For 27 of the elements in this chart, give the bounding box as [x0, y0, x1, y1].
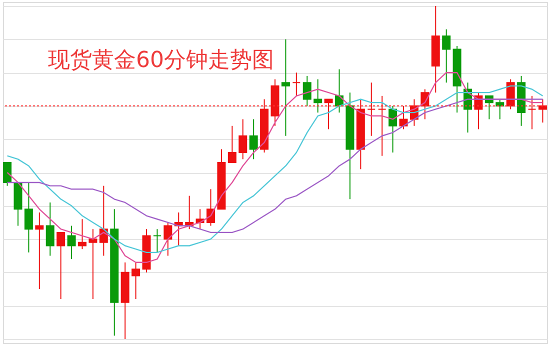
- candlestick: [378, 95, 386, 156]
- candlestick: [249, 118, 258, 160]
- candlestick: [314, 78, 322, 114]
- candlestick: [152, 228, 162, 253]
- candlestick: [56, 232, 66, 300]
- candlestick: [78, 218, 86, 250]
- candlestick: [228, 125, 236, 164]
- candlestick: [3, 162, 12, 186]
- candlestick: [388, 105, 398, 154]
- candlestick: [164, 222, 172, 256]
- candlestick: [528, 95, 536, 130]
- candlestick: [132, 262, 140, 300]
- candlestick: [367, 82, 376, 136]
- candlestick: [302, 75, 312, 106]
- candlestick: [324, 98, 333, 130]
- candlestick: [281, 38, 290, 136]
- candlestick: [292, 72, 301, 96]
- candlestick: [238, 118, 248, 160]
- candlestick: [496, 98, 504, 120]
- candlestick: [24, 182, 33, 253]
- candlestick: [46, 202, 54, 256]
- candlestick: [399, 105, 408, 130]
- candlestick: [442, 28, 451, 84]
- candlestick: [67, 225, 76, 260]
- text: 现货黄金60分钟走势图: [48, 48, 274, 73]
- candlestick: [35, 212, 44, 290]
- candlestick: [88, 228, 98, 300]
